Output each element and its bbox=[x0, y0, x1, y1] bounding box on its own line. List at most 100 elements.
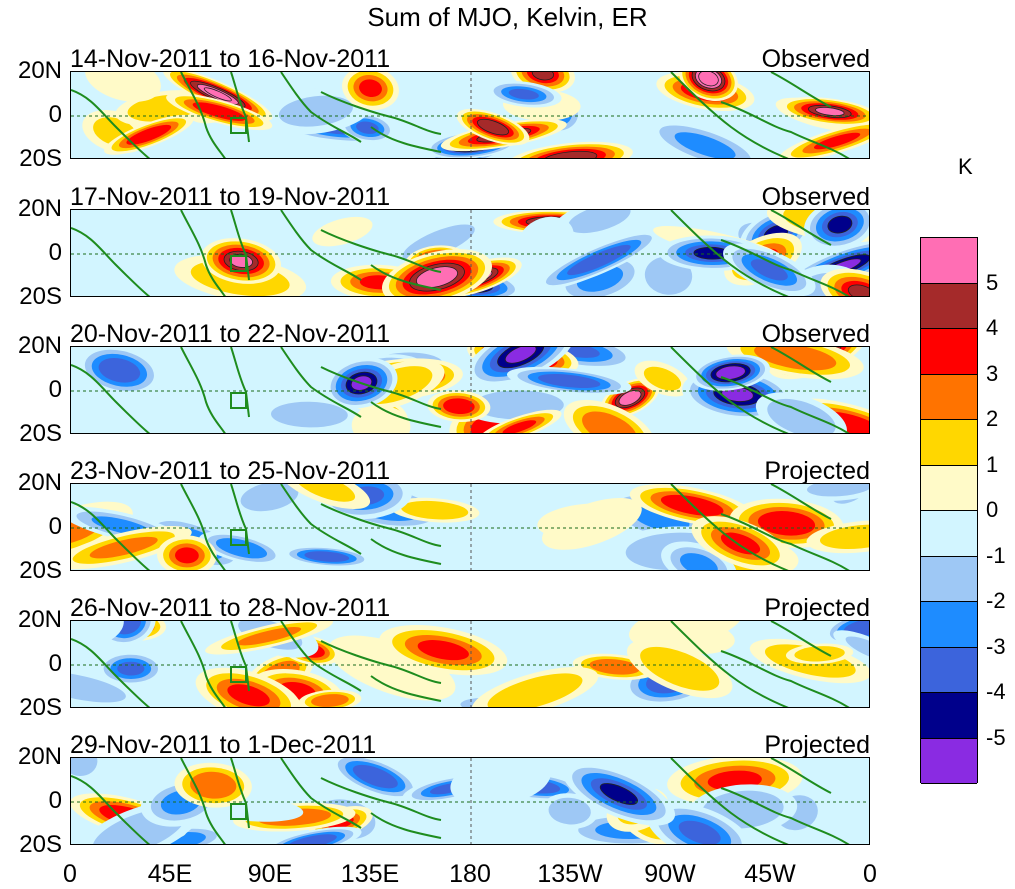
panel-kind-label: Observed bbox=[761, 183, 870, 211]
latitude-label: 20S bbox=[19, 831, 62, 858]
anomaly-contour bbox=[262, 826, 362, 844]
anomaly-contour bbox=[85, 72, 161, 102]
longitude-tick-label: 90W bbox=[644, 860, 696, 888]
coastline bbox=[320, 91, 442, 135]
anomaly-contour bbox=[563, 399, 656, 433]
coastline bbox=[320, 503, 442, 547]
colorbar bbox=[920, 237, 978, 784]
anomaly-contour bbox=[833, 630, 869, 668]
colorbar-swatch bbox=[921, 556, 977, 602]
anomaly-contour bbox=[381, 249, 493, 296]
latitude-label: 20N bbox=[17, 195, 62, 222]
panel-date-range: 29-Nov-2011 to 1-Dec-2011 bbox=[70, 731, 377, 759]
anomaly-contour bbox=[779, 97, 869, 126]
coastline bbox=[230, 210, 250, 281]
colorbar-swatch bbox=[921, 420, 977, 466]
latitude-label: 0 bbox=[48, 513, 62, 540]
anomaly-contour bbox=[328, 635, 456, 701]
coastline bbox=[670, 484, 789, 570]
panel-date-range: 26-Nov-2011 to 28-Nov-2011 bbox=[70, 594, 391, 622]
coastline bbox=[180, 758, 226, 844]
region-box bbox=[230, 529, 247, 546]
anomaly-contour bbox=[506, 366, 632, 396]
coastline bbox=[280, 210, 362, 281]
anomaly-contour bbox=[542, 498, 642, 550]
anomaly-contour bbox=[629, 621, 743, 649]
colorbar-label: -4 bbox=[986, 679, 1006, 704]
anomaly-contour bbox=[679, 72, 738, 102]
latitude-label: 20N bbox=[17, 332, 62, 359]
anomaly-contour bbox=[71, 666, 143, 707]
coastline bbox=[770, 210, 832, 246]
anomaly-contour bbox=[552, 210, 647, 241]
latitude-label: 0 bbox=[48, 787, 62, 814]
colorbar-label: -1 bbox=[986, 542, 1006, 568]
anomaly-contour bbox=[644, 118, 767, 158]
coastline bbox=[370, 538, 442, 565]
anomaly-contour bbox=[205, 621, 334, 655]
region-box bbox=[230, 255, 247, 272]
longitude-tick-label: 45E bbox=[147, 860, 193, 888]
anomaly-contour bbox=[535, 229, 663, 291]
latitude-label: 20N bbox=[17, 743, 62, 770]
anomaly-map bbox=[70, 757, 870, 845]
coastline bbox=[770, 484, 832, 520]
anomaly-contour bbox=[281, 545, 372, 568]
panel: 17-Nov-2011 to 19-Nov-2011 Observed 20N 0 20… bbox=[0, 183, 1015, 310]
coastline bbox=[230, 72, 250, 143]
colorbar-swatch bbox=[921, 602, 977, 648]
coastline bbox=[230, 758, 250, 829]
panel-date-range: 14-Nov-2011 to 16-Nov-2011 bbox=[70, 45, 391, 73]
anomaly-contour bbox=[312, 216, 373, 247]
anomaly-contour bbox=[626, 639, 733, 699]
coastline bbox=[180, 484, 226, 570]
anomaly-contour bbox=[806, 520, 869, 554]
coastline bbox=[320, 640, 442, 684]
colorbar-label: -2 bbox=[986, 588, 1006, 613]
anomaly-contour bbox=[634, 360, 691, 397]
longitude-tick-label: 135W bbox=[537, 860, 603, 888]
panel-kind-label: Projected bbox=[764, 457, 870, 485]
panel-date-range: 20-Nov-2011 to 22-Nov-2011 bbox=[70, 320, 391, 348]
coastline bbox=[71, 89, 151, 158]
panel: 20-Nov-2011 to 22-Nov-2011 Observed 20N 0 20… bbox=[0, 320, 1015, 447]
region-box bbox=[230, 803, 247, 820]
figure-title: Sum of MJO, Kelvin, ER bbox=[367, 2, 648, 32]
colorbar-label: -5 bbox=[986, 724, 1006, 750]
panel-kind-label: Observed bbox=[761, 320, 870, 348]
coastline bbox=[720, 787, 850, 844]
coastline bbox=[71, 501, 151, 570]
region-box bbox=[230, 392, 247, 409]
coastline bbox=[720, 650, 850, 707]
coastline bbox=[770, 72, 832, 108]
anomaly-map bbox=[70, 71, 870, 159]
coastline bbox=[280, 758, 362, 829]
anomaly-contour bbox=[427, 390, 491, 422]
anomaly-contour bbox=[280, 484, 371, 510]
latitude-label: 20N bbox=[17, 606, 62, 633]
anomaly-contour bbox=[157, 535, 217, 570]
panel-date-range: 17-Nov-2011 to 19-Nov-2011 bbox=[70, 183, 391, 211]
colorbar-swatch bbox=[921, 465, 977, 511]
coastline bbox=[280, 621, 362, 692]
colorbar-swatch bbox=[921, 738, 977, 784]
anomaly-contour bbox=[174, 762, 252, 808]
colorbar-label: 0 bbox=[986, 497, 999, 522]
longitude-tick-label: 180 bbox=[449, 860, 491, 888]
anomaly-contour bbox=[71, 758, 107, 784]
latitude-label: 20S bbox=[19, 420, 62, 447]
coastline bbox=[320, 229, 442, 273]
anomaly-contour bbox=[342, 72, 399, 111]
anomaly-map bbox=[70, 620, 870, 708]
coastline bbox=[770, 347, 832, 383]
anomaly-map bbox=[70, 209, 870, 297]
coastline bbox=[770, 758, 832, 794]
panel-kind-label: Projected bbox=[764, 594, 870, 622]
panel: 14-Nov-2011 to 16-Nov-2011 Observed 20N 0 20… bbox=[0, 45, 1015, 172]
coastline bbox=[370, 126, 442, 153]
colorbar-swatch bbox=[921, 238, 977, 284]
latitude-label: 20S bbox=[19, 694, 62, 721]
anomaly-contour bbox=[450, 758, 551, 807]
coastline bbox=[670, 72, 789, 158]
anomaly-contour bbox=[330, 758, 421, 801]
